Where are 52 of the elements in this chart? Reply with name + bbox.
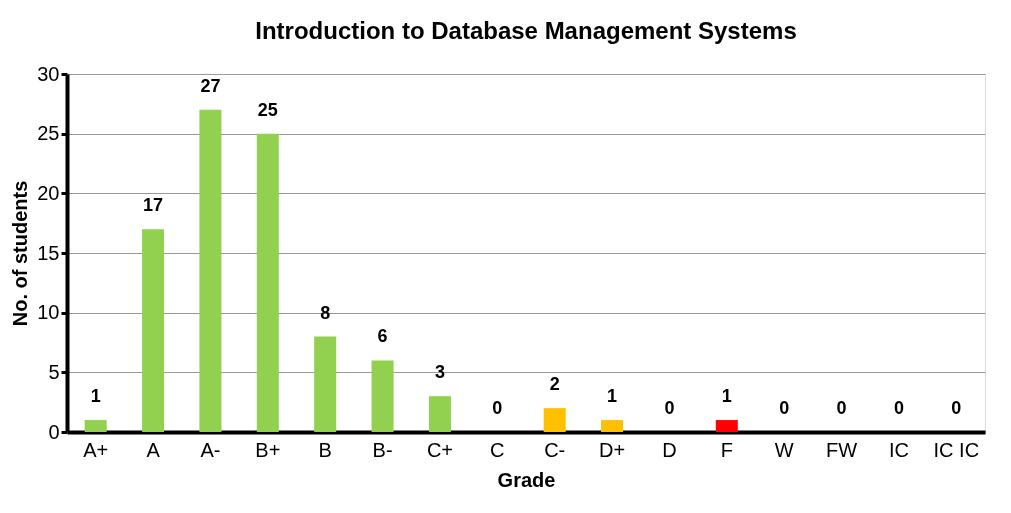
data-label: 0	[664, 398, 675, 418]
data-label: 17	[143, 195, 164, 216]
bar	[428, 396, 451, 432]
y-tick-label: 15	[37, 241, 60, 264]
bar	[314, 336, 337, 432]
x-tick-label: W	[774, 438, 794, 461]
bar	[84, 420, 107, 432]
data-label: 1	[607, 386, 618, 407]
x-tick-label: IC IC	[933, 438, 980, 461]
data-label: 3	[434, 362, 445, 383]
data-label: 27	[200, 75, 221, 96]
x-tick-label: B-	[372, 438, 393, 461]
x-tick-label: C	[490, 438, 505, 461]
x-tick-label: C-	[544, 438, 566, 461]
data-label: 0	[951, 398, 962, 418]
y-tick-label: 30	[37, 62, 60, 85]
data-label: 0	[836, 398, 847, 418]
y-axis-title: No. of students	[9, 180, 32, 327]
y-tick-label: 10	[37, 301, 60, 324]
x-tick-label: A-	[200, 438, 221, 461]
x-axis-title: Grade	[497, 468, 556, 491]
bar	[256, 133, 279, 432]
y-tick-label: 0	[48, 420, 60, 443]
y-tick-label: 5	[48, 360, 60, 383]
x-tick-label: C+	[426, 438, 453, 461]
x-tick-label: D	[662, 438, 677, 461]
x-tick-label: B	[318, 438, 332, 461]
data-label: 2	[549, 374, 560, 395]
x-tick-label: FW	[826, 438, 858, 461]
data-label: 0	[893, 398, 904, 418]
x-tick-label: IC	[888, 438, 909, 461]
bar	[142, 229, 165, 432]
data-label: 1	[90, 386, 101, 407]
x-tick-label: A	[146, 438, 161, 461]
data-label: 25	[257, 99, 278, 120]
x-tick-label: B+	[255, 438, 281, 461]
data-label: 0	[492, 398, 503, 418]
data-label: 6	[377, 326, 388, 347]
x-tick-label: F	[720, 438, 733, 461]
y-tick-label: 20	[37, 181, 60, 204]
chart-title: Introduction to Database Management Systems	[255, 17, 797, 44]
y-tick-label: 25	[37, 122, 60, 145]
bar	[601, 420, 624, 432]
bar	[543, 408, 566, 432]
data-label: 8	[320, 302, 331, 323]
bar	[199, 109, 222, 432]
data-label: 1	[721, 386, 732, 407]
data-label: 0	[779, 398, 790, 418]
x-tick-label: D+	[599, 438, 626, 461]
bar	[371, 360, 394, 432]
x-tick-label: A+	[83, 438, 109, 461]
bar	[715, 420, 738, 432]
